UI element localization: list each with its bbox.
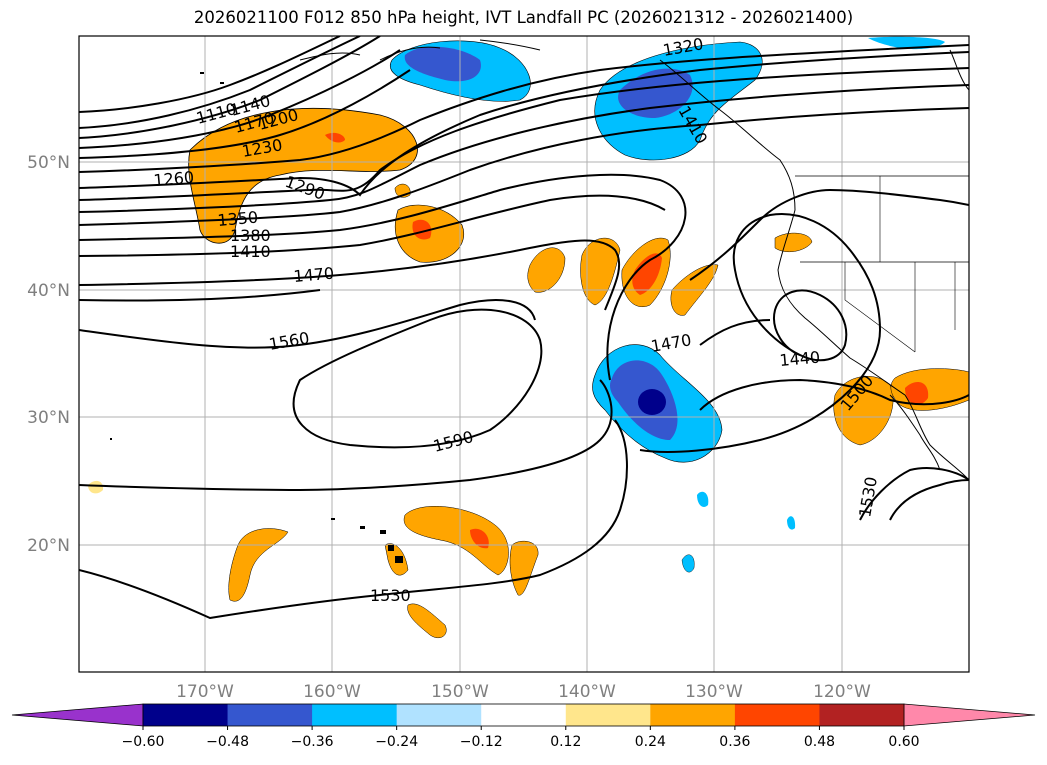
negative-ivt-region xyxy=(697,491,709,507)
islands xyxy=(110,72,403,563)
colorbar-tick-label: 0.12 xyxy=(550,734,581,750)
longitude-labels: 170°W 160°W 150°W 140°W 130°W 120°W xyxy=(176,682,871,702)
negative-ivt-region xyxy=(787,516,796,530)
positive-ivt-region xyxy=(527,247,566,293)
figure-title: 2026021100 F012 850 hPa height, IVT Land… xyxy=(193,8,854,27)
contour-label: 1260 xyxy=(153,168,195,190)
colorbar-bin xyxy=(734,704,820,726)
positive-ivt-region xyxy=(632,253,662,295)
positive-ivt-region xyxy=(188,108,418,244)
positive-ivt-region xyxy=(580,237,621,306)
contour-label: 1530 xyxy=(370,586,411,605)
colorbar-tick-label: −0.36 xyxy=(291,734,334,750)
negative-ivt-region xyxy=(404,46,481,82)
colorbar-bin xyxy=(565,704,651,726)
contour-label: 1320 xyxy=(661,34,704,60)
positive-ivt-region xyxy=(470,528,489,549)
colorbar-extend-high xyxy=(903,703,1036,727)
negative-ivt-region xyxy=(681,554,695,573)
colorbar-bin xyxy=(143,704,229,726)
contour-label: 1410 xyxy=(230,242,271,261)
colorbar-tick-label: 0.24 xyxy=(635,734,666,750)
positive-ivt-region xyxy=(905,382,929,405)
lat-label: 30°N xyxy=(27,408,70,428)
colorbar-bin xyxy=(650,704,736,726)
colorbar-tick-label: −0.48 xyxy=(206,734,249,750)
colorbar-bin xyxy=(481,704,567,726)
lat-label: 20°N xyxy=(27,536,70,556)
positive-ivt-region xyxy=(228,528,289,602)
colorbar-bin xyxy=(396,704,482,726)
lon-label: 160°W xyxy=(303,682,361,702)
contour-labels: 1110 1140 1170 1200 1230 1260 1290 1320 … xyxy=(153,34,881,605)
positive-ivt-region xyxy=(325,132,345,143)
graticule xyxy=(79,36,969,672)
lon-label: 140°W xyxy=(558,682,616,702)
colorbar-extend-low xyxy=(11,703,144,727)
positive-ivt-region xyxy=(412,219,432,240)
colorbar-bin xyxy=(819,704,905,726)
colorbar-tick-label: 0.36 xyxy=(719,734,750,750)
contour-label: 1350 xyxy=(217,208,259,230)
colorbar-bin xyxy=(227,704,313,726)
lon-label: 120°W xyxy=(813,682,871,702)
lat-label: 40°N xyxy=(27,281,70,301)
contour-label: 1440 xyxy=(779,348,821,370)
colorbar-tick-label: −0.60 xyxy=(122,734,165,750)
negative-ivt-region xyxy=(638,389,666,415)
contour-label: 1470 xyxy=(293,264,335,286)
coastlines xyxy=(299,39,969,481)
lon-label: 150°W xyxy=(431,682,489,702)
latitude-labels: 50°N 40°N 30°N 20°N xyxy=(27,153,70,556)
positive-ivt-region xyxy=(407,603,447,639)
negative-ivt-region xyxy=(868,36,945,50)
positive-ivt-region xyxy=(403,506,509,576)
lon-label: 130°W xyxy=(685,682,743,702)
positive-ivt-region xyxy=(509,540,539,596)
height-contours xyxy=(79,36,969,620)
colorbar: −0.60 −0.48 −0.36 −0.24 −0.12 0.12 0.24 0.36 0.4… xyxy=(11,703,1036,750)
positive-ivt-region xyxy=(88,480,104,494)
map-frame xyxy=(78,35,970,673)
colorbar-tick-label: −0.24 xyxy=(375,734,418,750)
colorbar-outline xyxy=(142,703,905,727)
colorbar-tick-label: 0.48 xyxy=(804,734,835,750)
colorbar-tick-label: 0.60 xyxy=(888,734,919,750)
colorbar-tick-label: −0.12 xyxy=(460,734,503,750)
lon-label: 170°W xyxy=(176,682,234,702)
lat-label: 50°N xyxy=(27,153,70,173)
colorbar-bin xyxy=(312,704,398,726)
contour-label: 1380 xyxy=(230,226,271,245)
